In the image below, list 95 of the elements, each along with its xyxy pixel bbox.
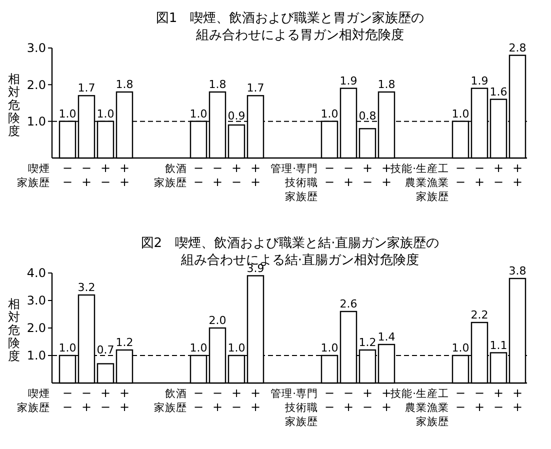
x-tick-label: − −: [193, 386, 204, 414]
y-tick-label: 2.0: [26, 78, 46, 92]
chart-title: 図1 喫煙、飲酒および職業と胃ガン家族歴の: [156, 10, 424, 26]
data-label: 1.0: [96, 107, 114, 120]
x-tick-label: − +: [343, 386, 354, 414]
data-label: 1.7: [78, 82, 96, 95]
text: 農業漁業: [405, 401, 449, 414]
text: 家族歴: [154, 176, 187, 189]
x-tick-label: − +: [343, 161, 354, 189]
text: 管理·専門: [270, 387, 318, 400]
x-tick-label: + −: [493, 161, 504, 189]
data-label: 1.9: [470, 74, 488, 88]
data-label: 1.6: [490, 85, 508, 98]
x-tick-label: − −: [324, 386, 335, 414]
data-label: 1.0: [320, 107, 338, 120]
x-tick-label: − +: [81, 386, 92, 414]
x-tick-label: − −: [62, 386, 73, 414]
data-label: 0.7: [96, 344, 114, 356]
x-tick-label: − +: [81, 161, 92, 189]
y-tick-label: 3.0: [26, 294, 46, 308]
text: 技術職: [284, 401, 318, 414]
text: 家族歴: [416, 415, 449, 428]
text: 家族歴: [17, 176, 50, 189]
data-label: 3.8: [508, 264, 526, 278]
x-tick-label: + −: [362, 161, 373, 189]
data-label: 3.2: [78, 281, 96, 294]
x-tick-label: − −: [62, 161, 73, 189]
x-tick-label: − +: [212, 386, 223, 414]
data-label: 0.8: [358, 109, 376, 122]
data-label: 1.9: [340, 74, 358, 88]
text: 管理·専門: [270, 162, 318, 175]
chart-title: 図2 喫煙、飲酒および職業と結·直腸ガン家族歴の: [140, 235, 440, 251]
y-axis-title: 相対危険度: [8, 72, 20, 138]
x-tick-label: + +: [119, 161, 130, 189]
data-label: 1.8: [208, 78, 226, 91]
data-label: 2.0: [208, 314, 226, 327]
x-tick-label: + −: [231, 161, 242, 189]
data-label: 1.0: [190, 342, 208, 354]
text: 喫煙: [28, 162, 50, 175]
x-tick-label: − −: [455, 161, 466, 189]
x-tick-label: − +: [474, 386, 485, 414]
y-tick-label: 3.0: [26, 41, 46, 56]
text: 家族歴: [416, 190, 449, 203]
data-label: 1.8: [378, 78, 396, 91]
y-tick-label: 1.0: [26, 114, 46, 129]
y-tick-label: 1.0: [26, 348, 46, 363]
data-label: 1.0: [228, 342, 246, 354]
data-label: 1.2: [116, 336, 134, 349]
text: 技能·生産工: [390, 387, 449, 400]
text: 喫煙: [28, 387, 50, 400]
text: 農業漁業: [405, 176, 449, 189]
x-tick-label: + +: [381, 386, 392, 414]
data-label: 1.0: [58, 107, 76, 120]
x-tick-label: − −: [324, 161, 335, 189]
text: 家族歴: [154, 401, 187, 414]
x-tick-label: + −: [231, 386, 242, 414]
x-tick-label: + +: [512, 386, 523, 414]
y-tick-label: 4.0: [26, 266, 46, 280]
x-tick-label: + +: [250, 161, 261, 189]
text: 家族歴: [285, 190, 318, 203]
text: 技能·生産工: [390, 162, 449, 175]
text: 家族歴: [285, 415, 318, 428]
x-tick-label: + −: [100, 386, 111, 414]
y-tick-label: 2.0: [26, 321, 46, 336]
x-tick-label: + +: [250, 386, 261, 414]
data-label: 1.2: [358, 336, 376, 349]
data-label: 1.4: [378, 330, 396, 344]
x-tick-label: − −: [193, 161, 204, 189]
x-tick-label: − +: [212, 161, 223, 189]
data-label: 1.0: [320, 342, 338, 354]
text: 技術職: [284, 176, 318, 189]
text: 飲酒: [165, 162, 187, 175]
data-label: 1.0: [452, 342, 470, 354]
x-tick-label: − −: [455, 386, 466, 414]
data-label: 1.0: [58, 342, 76, 354]
data-label: 2.2: [470, 308, 488, 322]
text: 飲酒: [165, 387, 187, 400]
y-axis-title: 相対危険度: [8, 297, 20, 363]
x-tick-label: + −: [493, 386, 504, 414]
data-label: 0.9: [228, 109, 246, 122]
chart-subtitle: 組み合わせによる胃ガン相対危険度: [195, 27, 404, 43]
x-tick-label: + −: [362, 386, 373, 414]
x-tick-label: + −: [100, 161, 111, 189]
data-label: 2.6: [340, 298, 358, 310]
data-label: 1.7: [246, 82, 264, 95]
x-tick-label: − +: [474, 161, 485, 189]
data-label: 1.0: [452, 107, 470, 120]
x-tick-label: + +: [512, 161, 523, 189]
text: 家族歴: [17, 401, 50, 414]
data-label: 1.0: [190, 107, 208, 120]
x-tick-label: + +: [119, 386, 130, 414]
data-label: 1.1: [490, 338, 508, 352]
data-label: 2.8: [508, 41, 526, 54]
x-tick-label: + +: [381, 161, 392, 189]
data-label: 1.8: [116, 78, 134, 91]
